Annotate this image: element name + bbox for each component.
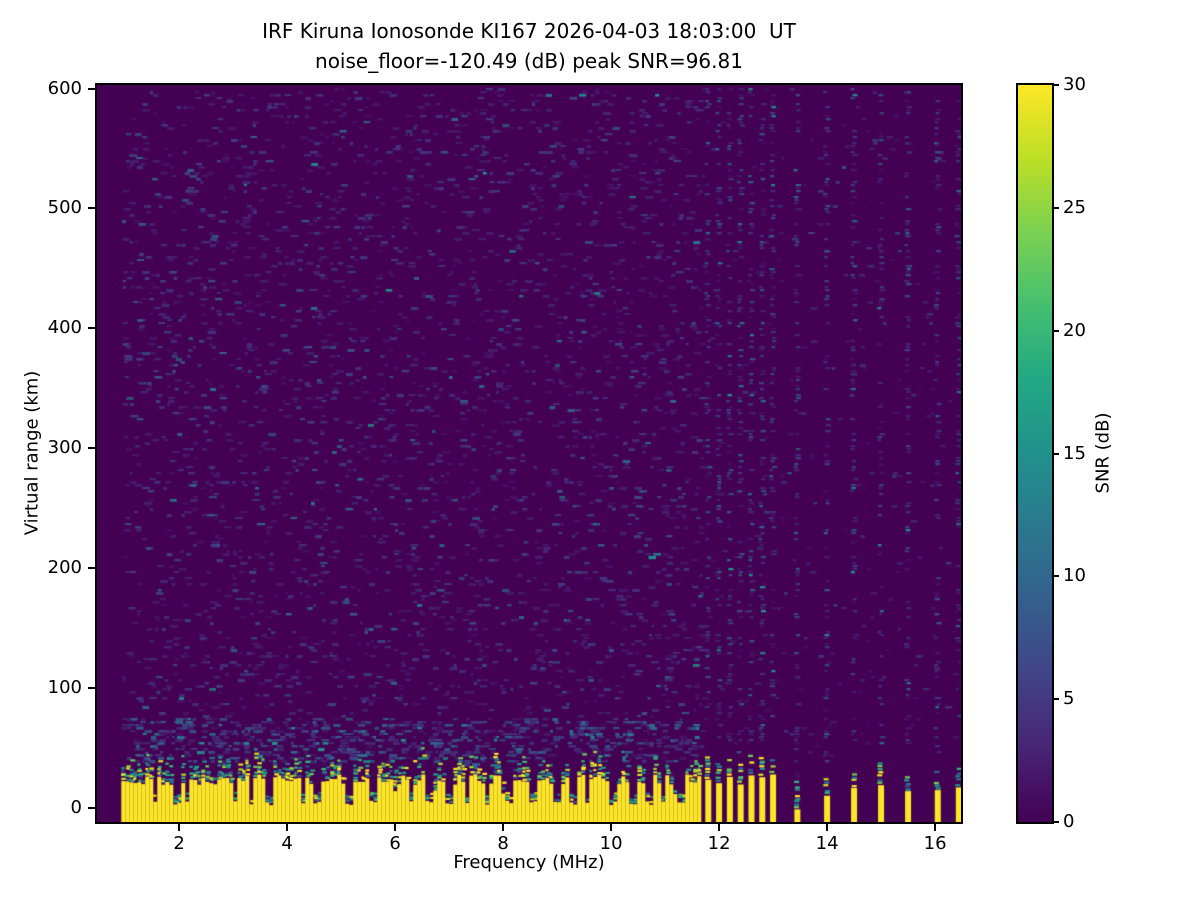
colorbar-tick-label: 10 <box>1063 565 1086 587</box>
colorbar-gradient <box>1018 85 1052 822</box>
ionogram-heatmap <box>97 85 961 822</box>
x-tick-label: 6 <box>389 833 401 854</box>
x-tick-label: 2 <box>173 833 185 854</box>
y-tick-label: 0 <box>70 796 82 818</box>
x-tick-label: 4 <box>281 833 293 854</box>
colorbar-tick-label: 15 <box>1063 442 1086 464</box>
colorbar-tick <box>1052 575 1059 578</box>
x-tick <box>610 824 613 831</box>
x-tick <box>394 824 397 831</box>
x-tick <box>934 824 937 831</box>
colorbar-tick <box>1052 84 1059 86</box>
x-tick-label: 12 <box>707 833 731 854</box>
y-tick-label: 400 <box>47 317 82 339</box>
y-tick <box>88 447 95 450</box>
y-tick-label: 100 <box>47 676 82 698</box>
x-tick <box>718 824 721 831</box>
colorbar-tick <box>1052 698 1059 701</box>
x-tick <box>826 824 829 831</box>
y-tick <box>88 327 95 330</box>
x-tick <box>178 824 181 831</box>
colorbar-tick-label: 25 <box>1063 196 1086 218</box>
colorbar-tick-label: 0 <box>1063 811 1075 832</box>
x-tick <box>286 824 289 831</box>
colorbar-tick-label: 30 <box>1063 74 1086 95</box>
x-tick <box>502 824 505 831</box>
chart-title: IRF Kiruna Ionosonde KI167 2026-04-03 18… <box>262 19 796 43</box>
colorbar-tick <box>1052 329 1059 332</box>
colorbar-tick-label: 5 <box>1063 688 1075 710</box>
colorbar-tick <box>1052 452 1059 455</box>
x-tick-label: 8 <box>497 833 509 854</box>
colorbar-tick-label: 20 <box>1063 319 1086 341</box>
y-tick-label: 500 <box>47 197 82 219</box>
y-tick <box>88 207 95 210</box>
y-tick-label: 300 <box>47 437 82 459</box>
plot-frame <box>95 83 963 824</box>
y-tick-label: 200 <box>47 556 82 578</box>
y-tick <box>88 87 95 90</box>
colorbar <box>1016 83 1054 824</box>
x-tick-label: 10 <box>599 833 623 854</box>
y-tick <box>88 806 95 809</box>
chart-subtitle: noise_floor=-120.49 (dB) peak SNR=96.81 <box>315 49 743 73</box>
x-tick-label: 16 <box>923 833 947 854</box>
colorbar-tick <box>1052 206 1059 209</box>
y-tick-label: 600 <box>47 77 82 99</box>
x-tick-label: 14 <box>815 833 839 854</box>
y-tick <box>88 686 95 689</box>
x-axis-label: Frequency (MHz) <box>453 852 605 873</box>
y-tick <box>88 566 95 569</box>
colorbar-tick <box>1052 821 1059 823</box>
